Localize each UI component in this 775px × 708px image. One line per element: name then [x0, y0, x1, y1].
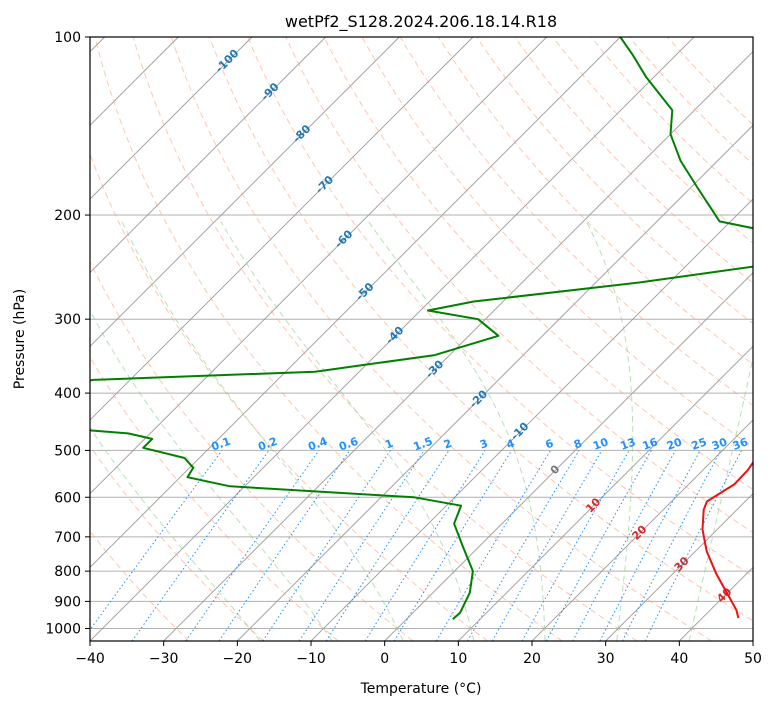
- moist-adiabat: [220, 221, 475, 641]
- y-tick-label: 500: [54, 443, 81, 459]
- x-axis: −40 −30 −20 −10 0 10 20 30 40 50: [75, 641, 762, 667]
- x-tick-label: 40: [670, 651, 688, 667]
- mixing-ratio-line: [521, 450, 630, 641]
- dry-adiabat: [361, 37, 753, 448]
- dry-adiabat: [170, 37, 712, 641]
- isotherm-line: [90, 37, 695, 641]
- y-axis: 100 200 300 400 500 600 700 800 900 1000: [45, 30, 90, 637]
- mixing-ratio-line: [364, 450, 486, 641]
- mixing-ratio-line: [325, 450, 450, 641]
- isotherm-line: [458, 345, 753, 641]
- mixing-ratio-line: [131, 450, 270, 641]
- mixing-ratio-line: [467, 450, 580, 641]
- mixing-ratio-label: 10: [591, 435, 610, 453]
- y-tick-label: 900: [54, 594, 81, 610]
- mixing-ratio-label: 13: [619, 435, 638, 452]
- chart-title: wetPf2_S128.2024.206.18.14.R18: [285, 12, 557, 32]
- temperature-profile-line: [701, 460, 753, 619]
- moist-adiabat: [585, 221, 634, 641]
- isotherm-line: [90, 37, 547, 495]
- mixing-ratio-label: 4: [505, 437, 517, 452]
- dry-adiabat: [132, 37, 638, 641]
- mixing-ratio-line: [572, 450, 676, 641]
- mixing-ratio-label: 0.1: [210, 435, 233, 454]
- mixing-ratio-line: [435, 450, 552, 641]
- x-tick-label: 30: [597, 651, 615, 667]
- mixing-ratio-label: 0.4: [306, 435, 329, 454]
- isotherm-line: [90, 37, 400, 347]
- x-tick-label: −10: [296, 651, 326, 667]
- mixing-ratio-line: [545, 450, 652, 641]
- y-tick-label: 600: [54, 490, 81, 506]
- dry-adiabat: [514, 37, 753, 284]
- mixing-ratio-line: [491, 450, 603, 641]
- dry-adiabat: [590, 37, 753, 205]
- mixing-ratio-label: 30: [710, 435, 729, 453]
- x-tick-label: −20: [223, 651, 253, 667]
- mixing-ratio-label: 25: [690, 435, 709, 452]
- isotherm-line: [90, 37, 253, 200]
- isotherm-line: [90, 37, 474, 421]
- y-tick-label: 800: [54, 564, 81, 580]
- mixing-ratio-label: 16: [641, 435, 660, 453]
- dry-adiabat: [90, 260, 414, 641]
- x-tick-label: 50: [744, 651, 762, 667]
- isotherm-line: [752, 640, 753, 641]
- x-tick-label: −40: [75, 651, 105, 667]
- x-tick-label: −30: [149, 651, 179, 667]
- x-tick-label: 20: [523, 651, 541, 667]
- mixing-ratio-line: [218, 450, 351, 641]
- mixing-ratio-line: [90, 450, 223, 631]
- y-axis-title: Pressure (hPa): [12, 289, 28, 389]
- profiles: [90, 37, 753, 621]
- moist-adiabat: [688, 355, 753, 641]
- isotherm-line: [237, 124, 753, 641]
- isotherm-line: [384, 272, 753, 641]
- y-tick-label: 300: [54, 312, 81, 328]
- y-tick-label: 100: [54, 30, 81, 46]
- mixing-ratio-label: 3: [478, 437, 490, 452]
- dry-adiabat: [90, 445, 264, 641]
- moist-adiabat: [367, 221, 546, 641]
- moist-adiabat: [90, 309, 333, 641]
- dry-adiabat: [94, 37, 563, 641]
- y-tick-label: 400: [54, 386, 81, 402]
- y-tick-label: 1000: [45, 621, 81, 637]
- line-labels: 0.1 0.2 0.4 0.6 1 1.5 2 3 4 6 8 10 13 16 20 25 30 36-100-…: [210, 47, 750, 606]
- mixing-ratio-label: 0.2: [256, 435, 279, 454]
- dry-adiabat: [476, 37, 753, 325]
- mixing-ratio-label: 8: [572, 437, 584, 452]
- mixing-ratio-label: 0.6: [337, 435, 360, 454]
- isotherm-line: [90, 37, 326, 274]
- dry-adiabat: [399, 37, 753, 407]
- x-tick-label: 0: [380, 651, 389, 667]
- dewpoint-profile-line: [90, 37, 753, 621]
- isotherm-line: [531, 419, 753, 641]
- mixing-ratio-label: 2: [442, 437, 454, 452]
- plot-frame: [89, 36, 754, 642]
- y-tick-label: 200: [54, 208, 81, 224]
- mixing-ratio-label: 20: [665, 435, 684, 453]
- mixing-ratio-label: 36: [731, 435, 750, 453]
- plot-background: [90, 37, 753, 641]
- mixing-ratio-label: 6: [544, 437, 556, 452]
- x-axis-title: Temperature (°C): [360, 681, 482, 697]
- moist-adiabat: [90, 426, 261, 641]
- moist-adiabat: [121, 221, 404, 641]
- mixing-ratio-line: [393, 450, 513, 641]
- dry-adiabat: [247, 37, 753, 577]
- mixing-ratio-label: 1: [383, 437, 395, 452]
- isotherm-line: [90, 37, 621, 568]
- x-tick-label: 10: [449, 651, 467, 667]
- isotherm-line: [605, 493, 753, 641]
- mixing-ratio-label: 1.5: [412, 435, 435, 454]
- dry-adiabat: [628, 37, 753, 165]
- y-tick-label: 700: [54, 530, 81, 546]
- dry-adiabat: [323, 37, 753, 491]
- dry-adiabat: [209, 37, 753, 622]
- background-lines: [90, 37, 753, 641]
- isotherm-line: [163, 51, 753, 641]
